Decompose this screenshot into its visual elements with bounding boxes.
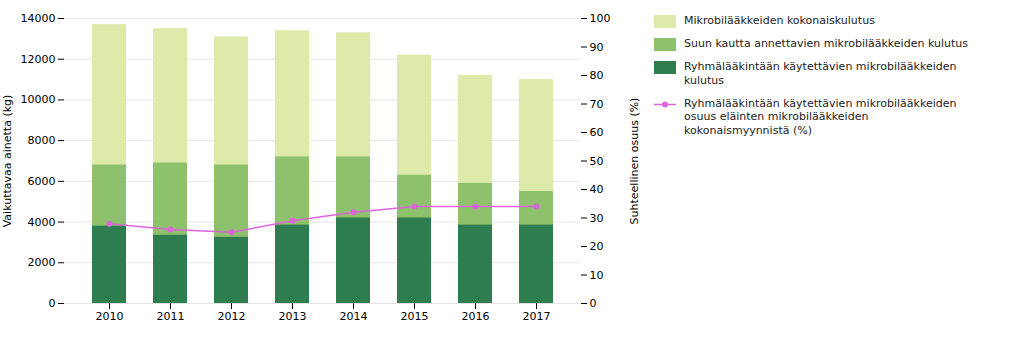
svg-text:90: 90 <box>590 41 604 54</box>
svg-text:100: 100 <box>590 12 611 25</box>
svg-text:Vaikuttavaa ainetta (kg): Vaikuttavaa ainetta (kg) <box>1 95 14 228</box>
svg-text:80: 80 <box>590 69 604 82</box>
svg-text:2016: 2016 <box>462 310 490 323</box>
html-text:Ryhmälääkintään käytettävien m: Ryhmälääkintään käytettävien mikrobilääk… <box>684 96 957 137</box>
svg-text:10: 10 <box>590 269 604 282</box>
svg-text:2000: 2000 <box>28 256 56 269</box>
svg-text:40: 40 <box>590 183 604 196</box>
svg-text:2012: 2012 <box>218 310 246 323</box>
svg-text:6000: 6000 <box>28 175 56 188</box>
svg-text:14000: 14000 <box>21 12 56 25</box>
svg-text:70: 70 <box>590 98 604 111</box>
svg-text:0: 0 <box>590 297 597 310</box>
svg-text:0: 0 <box>49 297 56 310</box>
svg-text:20: 20 <box>590 240 604 253</box>
svg-text:2014: 2014 <box>340 310 368 323</box>
html-text:Suun kautta annettavien mikrob: Suun kautta annettavien mikrobilääkkeide… <box>684 37 968 50</box>
html-text:Ryhmälääkintään käytettävien m: Ryhmälääkintään käytettävien mikrobilääk… <box>684 60 957 87</box>
svg-text:2017: 2017 <box>523 310 551 323</box>
svg-text:2015: 2015 <box>401 310 429 323</box>
svg-text:10000: 10000 <box>21 93 56 106</box>
svg-text:8000: 8000 <box>28 134 56 147</box>
svg-text:Suhteellinen osuus (%): Suhteellinen osuus (%) <box>628 98 641 225</box>
svg-text:2011: 2011 <box>157 310 185 323</box>
svg-text:2013: 2013 <box>279 310 307 323</box>
svg-text:4000: 4000 <box>28 216 56 229</box>
html-text:Mikrobilääkkeiden kokonaiskulu: Mikrobilääkkeiden kokonaiskulutus <box>684 14 875 27</box>
svg-text:12000: 12000 <box>21 53 56 66</box>
svg-text:30: 30 <box>590 212 604 225</box>
svg-text:50: 50 <box>590 155 604 168</box>
svg-text:60: 60 <box>590 126 604 139</box>
svg-text:2010: 2010 <box>96 310 124 323</box>
